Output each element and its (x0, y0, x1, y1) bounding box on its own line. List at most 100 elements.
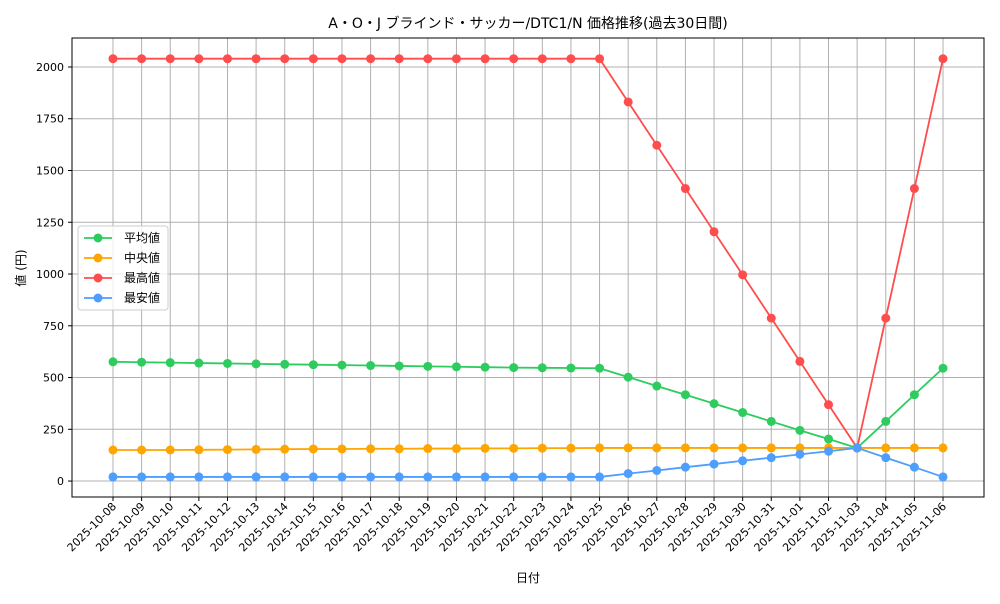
y-tick-label: 1750 (36, 113, 64, 126)
legend-marker (93, 273, 103, 283)
data-point (165, 358, 175, 368)
data-point (366, 54, 376, 64)
data-point (566, 54, 576, 64)
plot-frame (71, 37, 985, 498)
data-point (308, 54, 318, 64)
data-point (222, 54, 232, 64)
data-point (881, 453, 891, 463)
data-point (108, 445, 118, 455)
data-point (280, 472, 290, 482)
data-point (738, 443, 748, 453)
data-point (366, 444, 376, 454)
data-point (509, 363, 519, 373)
data-point (509, 54, 519, 64)
data-point (795, 356, 805, 366)
data-point (795, 443, 805, 453)
data-point (709, 399, 719, 409)
data-point (251, 472, 261, 482)
series-2 (108, 54, 948, 453)
data-point (480, 472, 490, 482)
data-point (423, 54, 433, 64)
data-point (165, 445, 175, 455)
data-point (795, 425, 805, 435)
data-point (194, 358, 204, 368)
data-point (222, 472, 232, 482)
y-axis: 0 250 500 750 1000 1250 1500 1750 2000 (36, 61, 72, 488)
data-point (509, 443, 519, 453)
data-point (251, 54, 261, 64)
data-point (194, 54, 204, 64)
data-point (194, 472, 204, 482)
data-point (623, 443, 633, 453)
data-point (766, 313, 776, 323)
data-point (480, 443, 490, 453)
y-tick-label: 750 (43, 320, 64, 333)
data-point (595, 443, 605, 453)
y-axis-label: 値 (円) (13, 249, 28, 286)
data-point (909, 184, 919, 194)
y-tick-label: 250 (43, 423, 64, 436)
data-point (852, 443, 862, 453)
series-line (113, 57, 944, 451)
data-point (394, 472, 404, 482)
data-point (480, 362, 490, 372)
data-point (652, 443, 662, 453)
data-point (137, 472, 147, 482)
data-point (652, 140, 662, 150)
data-point (451, 362, 461, 372)
y-tick-label: 2000 (36, 61, 64, 74)
data-point (108, 54, 118, 64)
legend-label: 中央値 (124, 250, 160, 265)
x-axis-label: 日付 (516, 571, 540, 585)
data-point (881, 416, 891, 426)
data-point (394, 361, 404, 371)
data-point (738, 456, 748, 466)
data-point (337, 444, 347, 454)
data-point (280, 54, 290, 64)
data-point (165, 472, 175, 482)
data-point (566, 443, 576, 453)
data-point (165, 54, 175, 64)
data-point (938, 472, 948, 482)
data-point (938, 54, 948, 64)
data-point (137, 445, 147, 455)
data-point (909, 462, 919, 472)
data-point (680, 462, 690, 472)
data-point (709, 443, 719, 453)
legend-label: 最高値 (124, 270, 160, 285)
y-tick-label: 1000 (36, 268, 64, 281)
data-point (451, 54, 461, 64)
data-point (680, 390, 690, 400)
y-tick-label: 0 (57, 475, 64, 488)
data-point (766, 416, 776, 426)
data-point (108, 357, 118, 367)
data-point (623, 372, 633, 382)
data-point (537, 363, 547, 373)
y-tick-label: 1250 (36, 216, 64, 229)
data-point (308, 444, 318, 454)
data-point (652, 465, 662, 475)
legend-marker (93, 233, 103, 243)
data-point (595, 54, 605, 64)
chart-title: A・O・J ブラインド・サッカー/DTC1/N 価格推移(過去30日間) (328, 15, 727, 32)
data-point (909, 443, 919, 453)
series-3 (108, 443, 948, 482)
data-point (222, 358, 232, 368)
data-point (222, 445, 232, 455)
data-point (308, 360, 318, 370)
data-point (680, 184, 690, 194)
data-point (537, 472, 547, 482)
data-point (652, 381, 662, 391)
y-tick-label: 1500 (36, 165, 64, 178)
legend-label: 最安値 (124, 290, 160, 305)
data-point (251, 444, 261, 454)
data-point (766, 443, 776, 453)
data-point (308, 472, 318, 482)
series-1 (108, 443, 948, 455)
data-point (909, 390, 919, 400)
data-point (709, 459, 719, 469)
data-point (938, 363, 948, 373)
series-line (112, 360, 944, 449)
data-point (824, 446, 834, 456)
